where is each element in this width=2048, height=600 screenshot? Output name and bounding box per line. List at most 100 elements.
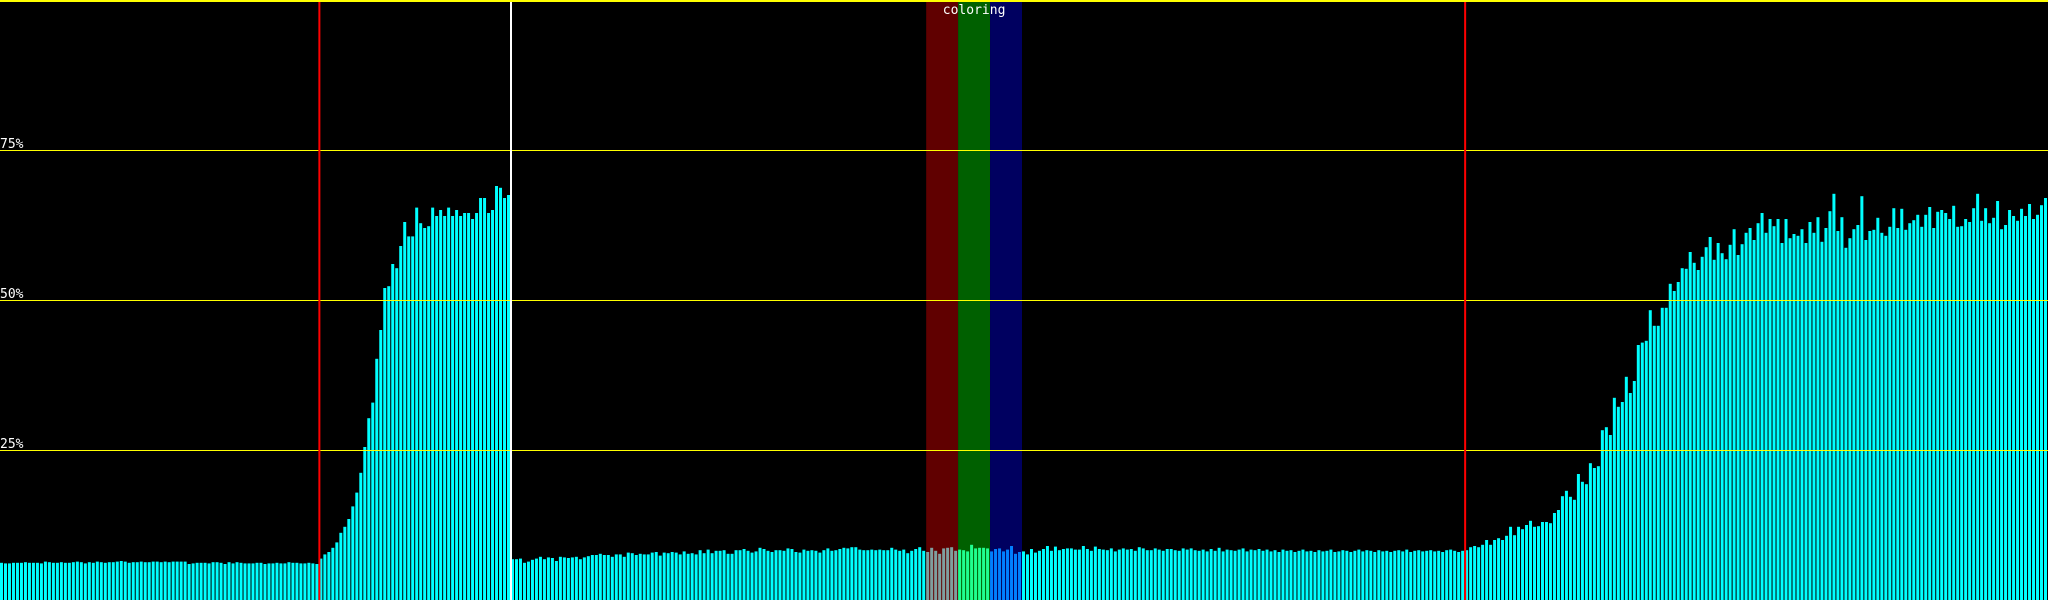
bar xyxy=(127,562,131,600)
bar xyxy=(1157,549,1161,600)
bar xyxy=(1417,550,1421,600)
bar xyxy=(762,549,766,600)
bar xyxy=(1688,252,1692,600)
bar xyxy=(1652,325,1656,600)
bars xyxy=(0,186,2047,600)
bar xyxy=(898,550,902,600)
bar xyxy=(674,552,678,600)
bar xyxy=(1221,551,1225,600)
bar xyxy=(670,552,674,600)
bar xyxy=(451,216,455,600)
bar xyxy=(1185,549,1189,600)
bar xyxy=(1029,549,1033,600)
bar xyxy=(1529,520,1533,600)
bar xyxy=(1560,496,1564,600)
bar xyxy=(179,561,183,600)
bar xyxy=(479,198,483,600)
bar xyxy=(267,563,271,600)
bar xyxy=(3,563,7,600)
bar xyxy=(491,210,495,600)
bar xyxy=(1744,232,1748,600)
marker-line xyxy=(510,0,513,600)
bar xyxy=(1664,307,1668,600)
bar xyxy=(654,552,658,600)
bar xyxy=(906,553,910,600)
bar xyxy=(1964,219,1968,600)
bar xyxy=(259,562,263,600)
bar xyxy=(19,562,23,600)
bar xyxy=(403,222,407,600)
bar xyxy=(630,553,634,600)
bar xyxy=(227,562,231,600)
bar xyxy=(842,547,846,600)
bar xyxy=(379,330,383,600)
bar xyxy=(407,236,411,600)
bar xyxy=(495,186,499,600)
bar xyxy=(814,550,818,600)
bar xyxy=(223,564,227,600)
bar xyxy=(1045,546,1049,600)
bar xyxy=(207,563,211,600)
bar xyxy=(143,562,147,600)
bar xyxy=(530,559,534,600)
bar xyxy=(1660,307,1664,600)
bar xyxy=(1317,550,1321,600)
bar xyxy=(718,550,722,600)
bar xyxy=(1568,496,1572,600)
marker-line xyxy=(318,0,321,600)
bar xyxy=(1696,270,1700,600)
bar xyxy=(2044,198,2047,600)
bar xyxy=(1628,393,1632,600)
bar xyxy=(638,553,642,600)
bar xyxy=(1796,235,1800,600)
bar xyxy=(834,550,838,600)
bar xyxy=(926,552,930,600)
bar xyxy=(487,213,491,600)
bar xyxy=(23,562,27,600)
bar xyxy=(1002,551,1006,600)
bar xyxy=(1588,463,1592,600)
bar xyxy=(51,562,55,600)
bar xyxy=(794,552,798,600)
bar xyxy=(1233,550,1237,600)
bar xyxy=(1173,550,1177,600)
bar xyxy=(483,198,487,600)
bar xyxy=(167,562,171,600)
bar xyxy=(858,549,862,600)
bar xyxy=(1804,243,1808,600)
bar xyxy=(135,562,139,600)
bar xyxy=(347,519,351,600)
bar xyxy=(1369,550,1373,600)
bar xyxy=(503,198,507,600)
bar xyxy=(702,553,706,600)
bar xyxy=(1952,205,1956,600)
bar xyxy=(1980,220,1984,600)
bar xyxy=(738,550,742,600)
bar xyxy=(1772,226,1776,600)
bar xyxy=(1784,219,1788,600)
bar xyxy=(2012,216,2016,600)
bar xyxy=(1584,484,1588,600)
bar xyxy=(634,555,638,600)
bar xyxy=(1329,549,1333,600)
bar xyxy=(39,563,43,600)
bar xyxy=(618,554,622,600)
bar xyxy=(750,552,754,600)
bar xyxy=(107,562,111,600)
bar xyxy=(391,264,395,600)
bar xyxy=(1197,550,1201,600)
bar xyxy=(1405,549,1409,600)
bar xyxy=(139,561,143,600)
bar xyxy=(1022,551,1025,600)
bar xyxy=(507,195,511,600)
bar xyxy=(155,561,159,600)
bar xyxy=(1624,376,1628,600)
bar xyxy=(1996,201,2000,600)
bar xyxy=(1481,544,1485,600)
bar xyxy=(1225,549,1229,600)
bar xyxy=(914,549,918,600)
bar xyxy=(263,564,267,600)
bar xyxy=(1552,513,1556,600)
bar xyxy=(958,549,962,600)
bar xyxy=(1014,553,1018,600)
